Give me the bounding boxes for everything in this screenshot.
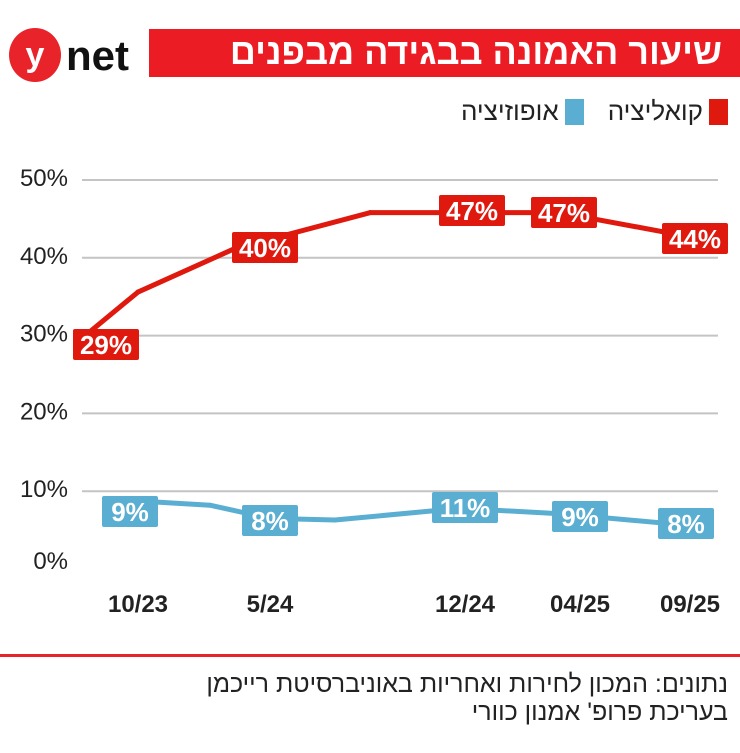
data-label-box [552,501,608,532]
data-label: 11% [440,493,491,523]
source-line-1: נתונים: המכון לחירות ואחריות באוניברסיטת… [206,670,728,698]
ynet-logo: y net [9,28,129,82]
data-label-box [658,508,714,539]
data-label: 8% [667,509,705,539]
y-tick-label: 20% [20,398,68,425]
x-tick-label: 12/24 [435,591,496,618]
data-label-box [242,505,298,536]
logo-net: net [66,32,129,79]
y-tick-label: 10% [20,476,68,503]
data-label-box [531,197,597,228]
x-tick-label: 04/25 [550,591,610,618]
data-label: 29% [80,330,132,360]
data-point [332,517,338,523]
data-label: 9% [111,497,149,527]
data-label: 44% [669,224,721,254]
data-label-box [662,223,728,254]
source-note: נתונים: המכון לחירות ואחריות באוניברסיטת… [28,670,728,726]
data-label: 47% [538,198,590,228]
data-point [207,502,213,508]
legend: קואליציה אופוזיציה [447,96,728,127]
data-point [367,210,373,216]
data-label: 9% [561,502,599,532]
title-bar: שיעור האמונה בבגידה מבפנים [149,29,740,77]
data-label: 47% [446,196,498,226]
x-tick-label: 5/24 [247,591,294,618]
legend-item-opposition: אופוזיציה [461,96,584,127]
y-tick-label: 0% [33,548,68,575]
y-tick-label: 40% [20,243,68,270]
legend-label: אופוזיציה [460,96,559,126]
x-tick-label: 09/25 [660,591,720,618]
data-label-box [102,496,158,527]
logo-y: y [26,36,45,74]
legend-item-coalition: קואליציה [608,96,728,127]
y-tick-label: 50% [20,165,68,192]
data-label-box [432,492,498,523]
legend-label: קואליציה [607,96,703,126]
data-label-box [73,329,139,360]
footer-divider [0,654,740,657]
data-label: 8% [251,506,289,536]
legend-swatch-red [709,98,728,125]
data-point [135,289,141,295]
series-line-0 [86,210,691,336]
chart-title: שיעור האמונה בבגידה מבפנים [229,31,722,72]
data-label-box [232,232,298,263]
source-line-2: בעריכת פרופ' אמנון כוורי [471,698,728,726]
data-label-box [439,195,505,226]
plot-area: 0% 10% 20% 30% 40% 50% 10/23 5/24 12/24 04/25 09/2… [20,165,728,618]
data-label: 40% [239,233,291,263]
x-tick-label: 10/23 [108,591,168,618]
legend-swatch-blue [564,98,584,125]
y-tick-label: 30% [20,321,68,348]
